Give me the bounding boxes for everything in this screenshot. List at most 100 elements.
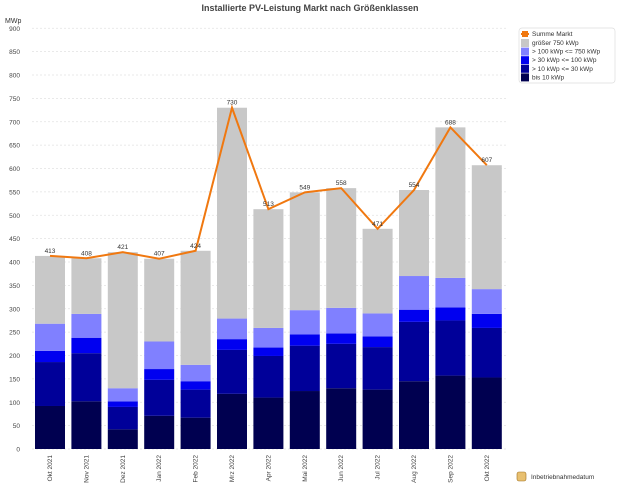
bar-segment[interactable] <box>253 355 284 398</box>
bar-segment[interactable] <box>253 327 284 348</box>
bar-segment[interactable] <box>71 313 102 338</box>
legend-swatch <box>521 73 529 82</box>
bar-segment[interactable] <box>399 309 429 322</box>
y-tick-label: 50 <box>13 423 21 430</box>
data-label: 408 <box>81 250 92 257</box>
bar-segment[interactable] <box>180 250 211 365</box>
legend-item-label[interactable]: > 100 kWp <= 750 kWp <box>532 49 600 56</box>
y-axis-label: MWp <box>5 18 21 25</box>
bar-segment[interactable] <box>35 362 65 406</box>
bar-segment[interactable] <box>71 353 102 402</box>
bar-segment[interactable] <box>71 258 102 314</box>
bar-segment[interactable] <box>253 209 284 328</box>
bar-segment[interactable] <box>362 347 393 390</box>
chart-title: Installierte PV-Leistung Markt nach Größ… <box>201 3 418 13</box>
bar-segment[interactable] <box>471 313 502 328</box>
bar-segment[interactable] <box>144 379 175 416</box>
bar-segment[interactable] <box>253 397 284 449</box>
legend-item-label[interactable]: > 30 kWp <= 100 kWp <box>532 57 597 64</box>
bar-segment[interactable] <box>471 289 502 314</box>
bar-segment[interactable] <box>289 192 320 311</box>
y-tick-label: 600 <box>9 166 20 173</box>
bar-segment[interactable] <box>289 310 320 335</box>
data-label: 554 <box>409 182 420 189</box>
bar-segment[interactable] <box>107 406 138 430</box>
x-tick-label: Mrz 2022 <box>229 455 236 482</box>
y-tick-label: 0 <box>16 447 20 454</box>
bar-segment[interactable] <box>362 313 393 337</box>
bar-segment[interactable] <box>217 393 247 449</box>
bar-segment[interactable] <box>180 364 211 382</box>
bar-segment[interactable] <box>471 377 502 449</box>
bar-segment[interactable] <box>217 349 247 394</box>
bar-segment[interactable] <box>144 258 175 342</box>
x-tick-label: Jun 2022 <box>338 455 345 482</box>
bar-segment[interactable] <box>107 252 138 389</box>
bar-segment[interactable] <box>217 107 247 319</box>
bar-segment[interactable] <box>289 334 320 346</box>
data-label: 688 <box>445 119 456 126</box>
bar-segment[interactable] <box>362 336 393 348</box>
bar-segment[interactable] <box>471 327 502 378</box>
bar-segment[interactable] <box>35 405 65 449</box>
bar-segment[interactable] <box>35 255 65 324</box>
x-tick-label: Mai 2022 <box>302 455 309 482</box>
bar-segment[interactable] <box>35 323 65 351</box>
bar-segment[interactable] <box>35 350 65 363</box>
bar-segment[interactable] <box>435 375 466 449</box>
bar-segment[interactable] <box>289 391 320 449</box>
bar-segment[interactable] <box>217 318 247 340</box>
bar-segment[interactable] <box>435 277 466 308</box>
data-label: 471 <box>372 221 383 228</box>
bar-segment[interactable] <box>326 333 357 344</box>
bar-segment[interactable] <box>253 347 284 356</box>
legend-item-label[interactable]: größer 750 kWp <box>532 40 579 47</box>
bar-segment[interactable] <box>399 276 429 310</box>
bar-segment[interactable] <box>144 341 175 370</box>
x-tick-label: Dez 2021 <box>120 455 127 483</box>
bar-segment[interactable] <box>144 369 175 380</box>
bar-segment[interactable] <box>326 388 357 449</box>
bar-segment[interactable] <box>435 127 466 278</box>
bar-segment[interactable] <box>326 343 357 389</box>
bar-segment[interactable] <box>107 401 138 407</box>
bar-segment[interactable] <box>471 165 502 290</box>
legend-item-label[interactable]: > 10 kWp <= 30 kWp <box>532 66 593 73</box>
bar-segment[interactable] <box>180 417 211 449</box>
data-label: 407 <box>154 251 165 258</box>
bar-segment[interactable] <box>435 307 466 321</box>
calendar-icon[interactable] <box>516 471 527 482</box>
legend-item-label[interactable]: Summe Markt <box>532 31 573 38</box>
x-tick-label: Apr 2022 <box>265 455 272 482</box>
y-tick-label: 350 <box>9 283 20 290</box>
bar-segment[interactable] <box>399 381 429 449</box>
y-tick-label: 450 <box>9 236 20 243</box>
legend-swatch <box>521 47 529 56</box>
bar-segment[interactable] <box>362 228 393 314</box>
legend-item-label[interactable]: bis 10 kWp <box>532 74 565 81</box>
bar-segment[interactable] <box>71 401 102 449</box>
bar-segment[interactable] <box>399 321 429 382</box>
bar-segment[interactable] <box>107 429 138 449</box>
bar-segment[interactable] <box>399 190 429 277</box>
bar-segment[interactable] <box>107 388 138 402</box>
y-tick-label: 550 <box>9 189 20 196</box>
bar-segment[interactable] <box>289 345 320 392</box>
bar-segment[interactable] <box>435 320 466 376</box>
y-tick-label: 200 <box>9 353 20 360</box>
summe-markt-line[interactable] <box>49 104 488 260</box>
bar-segment[interactable] <box>326 188 357 308</box>
bar-segment[interactable] <box>144 415 175 449</box>
bar-segment[interactable] <box>217 339 247 350</box>
bar-segment[interactable] <box>71 337 102 354</box>
bar-segment[interactable] <box>180 389 211 418</box>
bar-segment[interactable] <box>180 381 211 390</box>
bar-segment[interactable] <box>326 307 357 334</box>
data-label: 730 <box>227 100 238 107</box>
legend-swatch <box>521 64 529 73</box>
legend-swatch <box>521 56 529 65</box>
data-label: 424 <box>190 243 201 250</box>
bar-segment[interactable] <box>362 389 393 449</box>
data-label: 421 <box>117 244 128 251</box>
